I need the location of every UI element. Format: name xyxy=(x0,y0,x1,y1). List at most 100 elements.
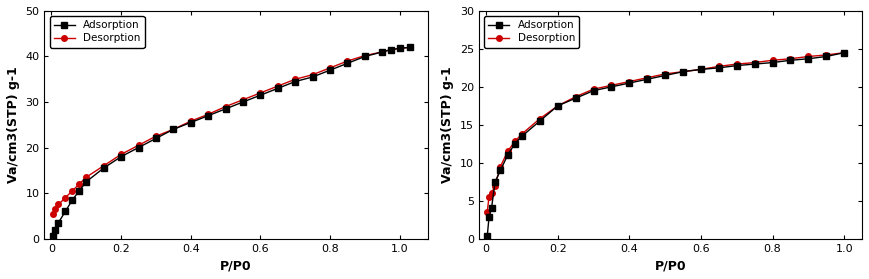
Desorption xyxy=(749,61,760,64)
Adsorption xyxy=(360,55,370,58)
Adsorption xyxy=(74,189,84,193)
Adsorption xyxy=(502,153,513,157)
Desorption xyxy=(186,119,196,123)
Desorption xyxy=(487,191,497,195)
Desorption xyxy=(713,65,724,68)
Desorption xyxy=(377,50,388,54)
Adsorption xyxy=(678,70,688,73)
Desorption xyxy=(290,78,301,81)
Line: Desorption: Desorption xyxy=(484,50,847,215)
Adsorption xyxy=(67,198,77,202)
Desorption xyxy=(50,207,60,211)
Adsorption xyxy=(81,180,91,183)
Desorption xyxy=(48,212,58,215)
Adsorption xyxy=(325,68,335,72)
Desorption xyxy=(308,73,318,76)
Adsorption xyxy=(786,59,796,62)
Adsorption xyxy=(749,62,760,66)
Desorption xyxy=(570,95,580,98)
Adsorption xyxy=(588,89,599,92)
Desorption xyxy=(255,91,266,95)
Adsorption xyxy=(395,47,405,50)
Desorption xyxy=(607,84,617,87)
Legend: Adsorption, Desorption: Adsorption, Desorption xyxy=(50,16,144,48)
Adsorption xyxy=(570,97,580,100)
Desorption xyxy=(839,51,849,54)
Line: Adsorption: Adsorption xyxy=(484,50,847,239)
Adsorption xyxy=(482,235,493,238)
Adsorption xyxy=(50,228,60,231)
Adsorption xyxy=(238,100,249,104)
Adsorption xyxy=(60,210,70,213)
Adsorption xyxy=(405,46,415,49)
Desorption xyxy=(484,195,494,199)
Adsorption xyxy=(203,114,214,117)
Adsorption xyxy=(517,134,527,138)
Adsorption xyxy=(509,142,520,145)
Desorption xyxy=(553,104,563,107)
Desorption xyxy=(642,76,653,80)
Desorption xyxy=(342,59,353,63)
X-axis label: P/P0: P/P0 xyxy=(654,259,687,272)
Adsorption xyxy=(732,64,742,67)
Adsorption xyxy=(290,80,301,83)
Desorption xyxy=(534,117,545,121)
Adsorption xyxy=(713,66,724,69)
Adsorption xyxy=(255,93,266,97)
Desorption xyxy=(74,182,84,186)
Adsorption xyxy=(48,235,58,238)
Desorption xyxy=(482,210,493,214)
X-axis label: P/P0: P/P0 xyxy=(220,259,252,272)
Desorption xyxy=(495,165,506,168)
Line: Desorption: Desorption xyxy=(50,45,413,217)
Desorption xyxy=(133,144,143,147)
Desorption xyxy=(502,150,513,153)
Adsorption xyxy=(273,87,283,90)
Adsorption xyxy=(803,57,813,61)
Desorption xyxy=(588,87,599,91)
Adsorption xyxy=(186,121,196,124)
Adsorption xyxy=(607,85,617,88)
Desorption xyxy=(150,134,161,138)
Desorption xyxy=(386,48,396,51)
Desorption xyxy=(509,140,520,143)
Desorption xyxy=(116,153,126,156)
Desorption xyxy=(273,85,283,88)
Desorption xyxy=(660,72,670,76)
Desorption xyxy=(767,59,778,62)
Adsorption xyxy=(98,166,109,170)
Adsorption xyxy=(490,180,501,183)
Adsorption xyxy=(642,78,653,81)
Desorption xyxy=(517,132,527,136)
Adsorption xyxy=(484,216,494,219)
Adsorption xyxy=(133,146,143,149)
Legend: Adsorption, Desorption: Adsorption, Desorption xyxy=(484,16,579,48)
Desorption xyxy=(821,53,832,57)
Desorption xyxy=(67,189,77,193)
Desorption xyxy=(786,57,796,61)
Adsorption xyxy=(767,61,778,64)
Adsorption xyxy=(696,68,706,71)
Desorption xyxy=(168,128,178,131)
Adsorption xyxy=(386,48,396,51)
Adsorption xyxy=(342,62,353,65)
Desorption xyxy=(490,184,501,187)
Adsorption xyxy=(168,128,178,131)
Adsorption xyxy=(839,51,849,54)
Adsorption xyxy=(534,119,545,123)
Desorption xyxy=(678,70,688,73)
Desorption xyxy=(60,196,70,199)
Desorption xyxy=(624,80,634,83)
Adsorption xyxy=(487,207,497,210)
Desorption xyxy=(53,203,63,206)
Adsorption xyxy=(221,107,231,110)
Adsorption xyxy=(53,221,63,224)
Adsorption xyxy=(624,81,634,85)
Adsorption xyxy=(821,55,832,58)
Desorption xyxy=(325,66,335,69)
Desorption xyxy=(221,105,231,108)
Adsorption xyxy=(116,155,126,158)
Adsorption xyxy=(150,137,161,140)
Desorption xyxy=(405,46,415,49)
Desorption xyxy=(238,98,249,102)
